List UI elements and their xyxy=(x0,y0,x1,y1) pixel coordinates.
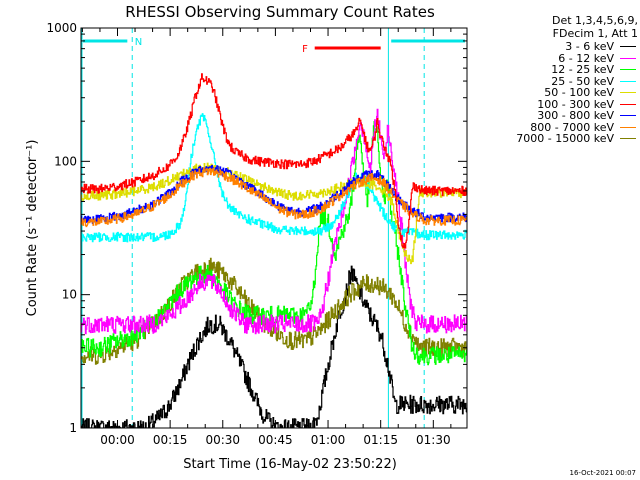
legend-swatch xyxy=(620,92,636,94)
timestamp-label: 16-Oct-2021 00:07 xyxy=(569,469,636,477)
series-line-8 xyxy=(81,257,467,365)
legend-title-line-2: FDecim 1, Att 1 xyxy=(552,27,638,40)
legend-entry: 50 - 100 keV xyxy=(470,86,636,100)
y-axis-label: Count Rate (s⁻¹ detector⁻¹) xyxy=(25,140,40,317)
series-line-7 xyxy=(81,167,467,228)
legend-entry-label: 7000 - 15000 keV xyxy=(516,132,614,146)
legend-entry: 800 - 7000 keV xyxy=(470,120,636,134)
series-line-1 xyxy=(81,108,467,335)
axes: 00:00 00:15 00:30 00:45 01:00 01:15 01:30 1 10 10… xyxy=(46,21,467,447)
flag-bars: NF xyxy=(83,37,465,55)
legend-entry-label: 300 - 800 keV xyxy=(537,109,614,123)
legend-swatch xyxy=(620,69,636,71)
flag-label-f: F xyxy=(302,44,308,55)
legend-entry: 7000 - 15000 keV xyxy=(470,132,636,146)
legend-entry-label: 12 - 25 keV xyxy=(551,63,614,77)
legend-entry: 100 - 300 keV xyxy=(470,97,636,111)
series-line-3 xyxy=(81,113,467,243)
x-tick-label: 01:15 xyxy=(363,433,398,447)
x-tick-label: 00:30 xyxy=(205,433,240,447)
legend-entry-label: 50 - 100 keV xyxy=(544,86,614,100)
legend-entry-label: 100 - 300 keV xyxy=(537,97,614,111)
legend-entry: 3 - 6 keV xyxy=(470,40,636,54)
x-tick-label: 01:30 xyxy=(416,433,451,447)
x-axis-label: Start Time (16-May-02 23:50:22) xyxy=(183,457,397,472)
series-line-5 xyxy=(81,73,467,249)
x-tick-label: 01:00 xyxy=(311,433,346,447)
series-layer xyxy=(81,73,467,428)
legend-entry-label: 6 - 12 keV xyxy=(558,51,614,65)
legend-header: Det 1,3,4,5,6,9, FDecim 1, Att 1 xyxy=(500,14,638,40)
chart-title: RHESSI Observing Summary Count Rates xyxy=(125,3,435,21)
legend-entry-label: 800 - 7000 keV xyxy=(530,120,614,134)
legend-entry: 12 - 25 keV xyxy=(470,63,636,77)
y-tick-label: 1 xyxy=(69,421,77,435)
legend-entry: 25 - 50 keV xyxy=(470,74,636,88)
legend-swatch xyxy=(620,46,636,48)
x-tick-label: 00:00 xyxy=(100,433,135,447)
series-line-0 xyxy=(81,265,467,428)
flag-label-n: N xyxy=(135,37,142,48)
legend-entry: 300 - 800 keV xyxy=(470,109,636,123)
x-tick-label: 00:45 xyxy=(258,433,293,447)
plot-frame xyxy=(80,27,468,429)
legend-swatch xyxy=(620,115,636,117)
legend-entry: 6 - 12 keV xyxy=(470,51,636,65)
legend-swatch xyxy=(620,126,636,128)
interval-markers xyxy=(81,28,425,428)
legend-swatch xyxy=(620,103,636,105)
x-tick-label: 00:15 xyxy=(153,433,188,447)
legend-swatch xyxy=(620,57,636,59)
legend-swatch xyxy=(620,138,636,140)
legend-title-line-1: Det 1,3,4,5,6,9, xyxy=(551,14,638,27)
legend: 3 - 6 keV 6 - 12 keV 12 - 25 keV 25 - 50 ke… xyxy=(470,40,636,146)
y-tick-label: 100 xyxy=(54,154,77,168)
y-tick-label: 1000 xyxy=(46,21,77,35)
legend-swatch xyxy=(620,80,636,82)
y-tick-label: 10 xyxy=(62,288,77,302)
legend-entry-label: 25 - 50 keV xyxy=(551,74,614,88)
legend-entry-label: 3 - 6 keV xyxy=(565,40,614,54)
